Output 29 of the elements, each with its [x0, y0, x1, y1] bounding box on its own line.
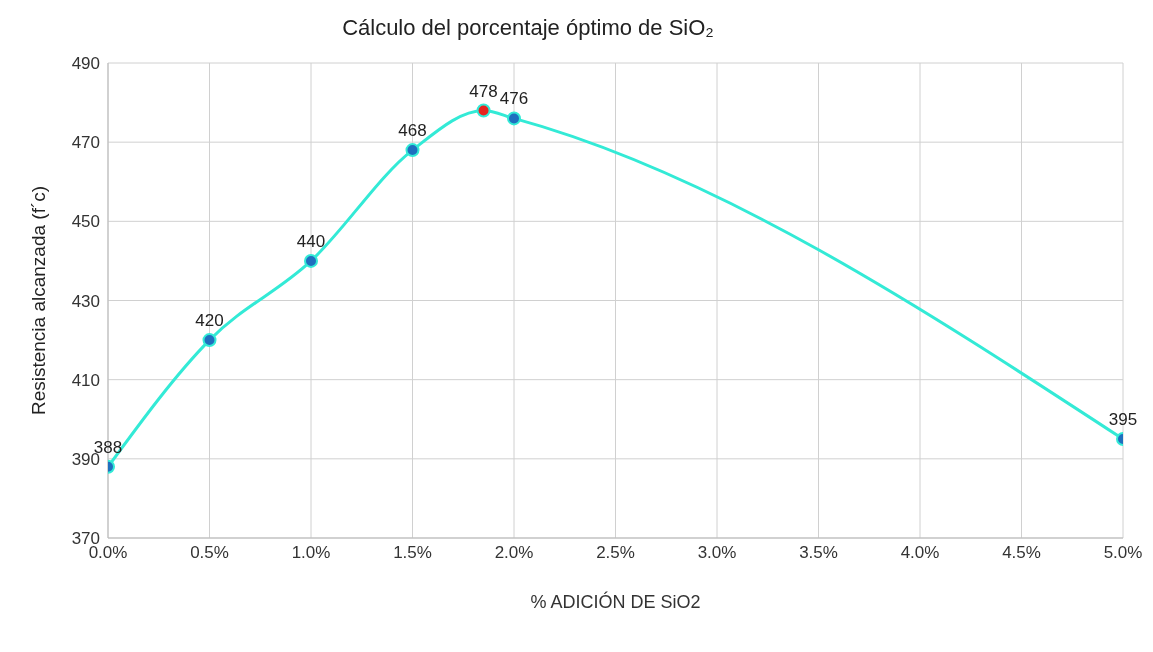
x-tick-label: 1.5%	[393, 543, 432, 563]
data-label: 468	[398, 121, 427, 141]
data-label: 478	[469, 81, 498, 101]
y-axis-title: Resistencia alcanzada (f´c)	[27, 185, 49, 416]
point	[476, 103, 491, 118]
point	[405, 143, 420, 158]
data-label: 395	[1108, 410, 1138, 430]
x-tick-label: 4.5%	[1002, 543, 1041, 563]
y-tick-label: 490	[71, 54, 100, 74]
chart-title: Cálculo del porcentaje óptimo de SiO₂	[341, 14, 715, 42]
y-tick-label: 470	[71, 133, 100, 153]
data-label: 440	[296, 231, 326, 251]
data-label: 420	[195, 311, 224, 331]
x-tick-label: 1.0%	[291, 543, 331, 563]
point	[507, 111, 521, 126]
point	[304, 253, 318, 268]
data-label: 476	[499, 89, 529, 109]
y-tick-label: 450	[71, 212, 100, 232]
x-tick-label: 3.5%	[799, 543, 838, 563]
y-tick-label: 430	[71, 291, 100, 311]
point	[202, 333, 217, 348]
x-tick-label: 0.5%	[190, 543, 229, 563]
y-tick-label: 410	[71, 370, 100, 390]
x-tick-label: 2.0%	[494, 543, 534, 563]
x-tick-label: 4.0%	[900, 543, 940, 563]
x-tick-label: 3.0%	[697, 543, 737, 563]
x-tick-label: 2.5%	[596, 543, 635, 563]
x-axis-title: % ADICIÓN DE SiO2	[530, 591, 701, 612]
x-tick-label: 5.0%	[1103, 543, 1143, 563]
